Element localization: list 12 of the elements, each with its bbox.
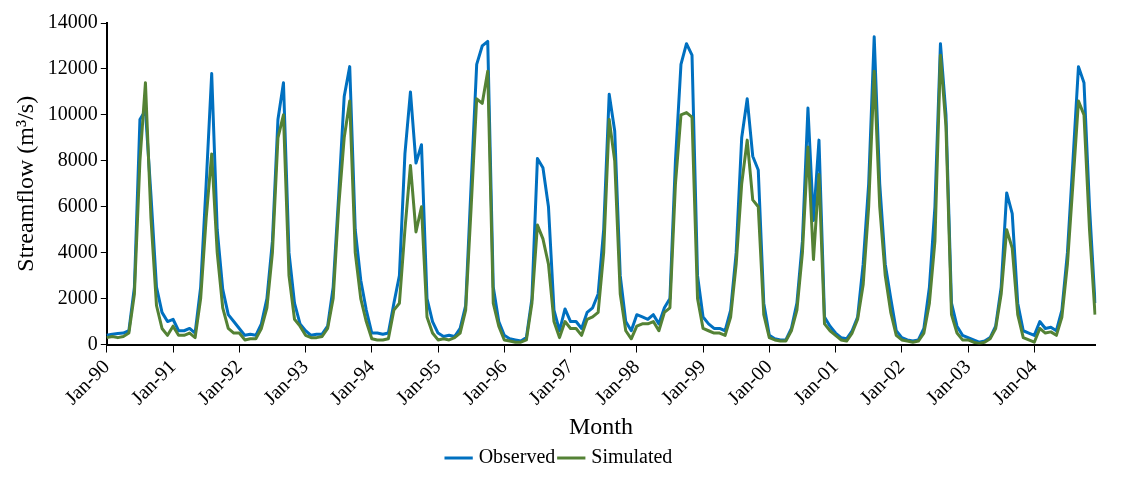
y-tick-label: 0: [87, 331, 98, 354]
y-tick-label: 12000: [47, 56, 98, 79]
legend-label: Observed: [478, 445, 556, 468]
y-tick-label: 4000: [57, 239, 98, 262]
y-tick-label: 2000: [57, 285, 98, 308]
y-tick-label: 8000: [57, 148, 98, 171]
y-tick-label: 14000: [47, 10, 98, 33]
y-axis-title: Streamflow (m³/s): [11, 95, 38, 272]
y-tick-label: 10000: [47, 102, 98, 125]
x-axis-title: Month: [568, 412, 633, 439]
legend-label: Simulated: [591, 445, 673, 468]
y-tick-label: 6000: [57, 193, 98, 216]
